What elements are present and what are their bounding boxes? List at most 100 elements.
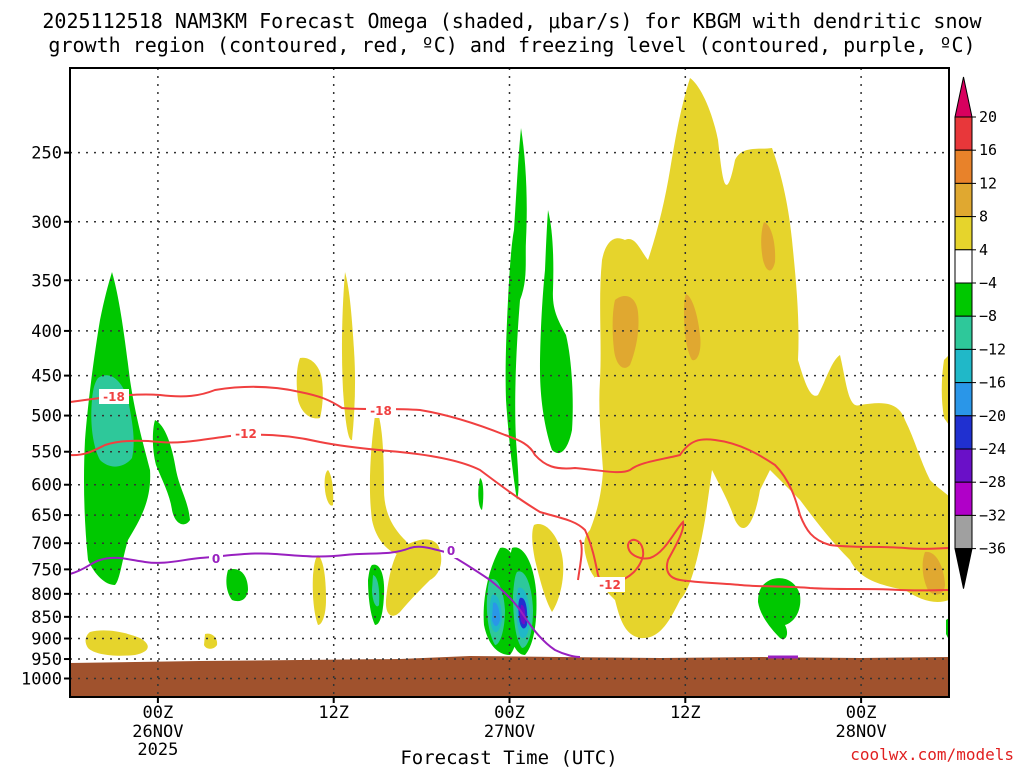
omega-region-negative — [478, 478, 484, 510]
colorbar-label: 16 — [979, 141, 997, 159]
grid — [70, 68, 949, 697]
contour-line-minus18 — [69, 385, 950, 550]
colorbar-label: 12 — [979, 174, 997, 192]
y-tick-label: 800 — [31, 585, 62, 605]
contour-label: -18 — [370, 404, 392, 418]
omega-region-positive — [85, 630, 148, 656]
x-tick-label: 00Z — [143, 703, 174, 723]
colorbar-swatch — [954, 382, 973, 417]
omega-region-negative — [505, 128, 527, 500]
colorbar-swatch — [954, 348, 973, 384]
omega-region-positive — [941, 355, 949, 425]
omega-region-negative — [758, 578, 801, 640]
colorbar-label: 4 — [979, 241, 988, 259]
x-tick-date: 26NOV — [132, 722, 183, 742]
omega-region-strong-negative — [372, 575, 380, 607]
contour-label-bg — [231, 426, 261, 441]
contour-label: -18 — [103, 390, 125, 404]
contour-label-bg — [366, 403, 396, 418]
contour-label-bg — [99, 389, 129, 404]
omega-region-negative — [540, 210, 573, 454]
x-tick-date: 28NOV — [836, 722, 887, 742]
y-tick-label: 300 — [31, 213, 62, 233]
omega-region-strong-negative — [492, 602, 500, 626]
x-tick-label: 00Z — [494, 703, 525, 723]
colorbar-label: −16 — [979, 374, 1006, 392]
colorbar-label: −24 — [979, 440, 1006, 458]
colorbar: 20 16 12 8 4 −4 −8 −12 −16 −20 −24 −28 −32 −36 — [954, 76, 1006, 589]
colorbar-swatch — [954, 514, 973, 550]
omega-region-strong — [684, 294, 701, 361]
colorbar-swatch — [954, 182, 973, 218]
colorbar-swatch — [954, 415, 973, 450]
colorbar-label: 8 — [979, 208, 988, 226]
y-tick-label: 950 — [31, 650, 62, 670]
y-tick-label: 850 — [31, 608, 62, 628]
contour-label: -12 — [235, 427, 257, 441]
contour-label-bg — [595, 577, 625, 592]
omega-region-positive — [341, 272, 356, 441]
omega-region-positive — [369, 408, 410, 555]
colorbar-arrow-bottom — [954, 548, 973, 589]
colorbar-label: −4 — [979, 274, 997, 292]
colorbar-swatch — [954, 481, 973, 516]
colorbar-label: −28 — [979, 473, 1006, 491]
omega-region-positive — [324, 470, 334, 506]
colorbar-label: −12 — [979, 340, 1006, 358]
y-tick-label: 400 — [31, 322, 62, 342]
y-tick-label: 1000 — [21, 669, 62, 689]
y-tick-label: 500 — [31, 407, 62, 427]
x-axis-label: Forecast Time (UTC) — [400, 747, 617, 768]
x-tick-label: 00Z — [846, 703, 877, 723]
colorbar-label: −20 — [979, 407, 1006, 425]
y-tick-label: 250 — [31, 144, 62, 164]
colorbar-swatch — [954, 315, 973, 350]
colorbar-swatch — [954, 116, 973, 151]
contour-label-bg — [209, 551, 223, 566]
colorbar-arrow-top — [954, 76, 973, 118]
chart-title-line1: 2025112518 NAM3KM Forecast Omega (shaded… — [42, 9, 982, 33]
y-axis: 2503003504004505005506006507007508008509… — [21, 144, 70, 689]
omega-region-strong — [612, 296, 639, 368]
y-tick-label: 750 — [31, 560, 62, 580]
contour-label: -12 — [599, 578, 621, 592]
contour-line-minus12-lower — [577, 539, 583, 581]
x-tick-label: 12Z — [670, 703, 701, 723]
contour-label: 0 — [212, 552, 220, 566]
omega-region-negative — [152, 420, 190, 525]
x-tick-label: 12Z — [318, 703, 349, 723]
x-tick-year: 2025 — [137, 740, 178, 760]
colorbar-label: −36 — [979, 540, 1006, 558]
colorbar-swatch — [954, 249, 973, 284]
colorbar-label: −32 — [979, 506, 1006, 524]
omega-region-positive — [204, 633, 218, 649]
y-tick-label: 450 — [31, 367, 62, 387]
contour-label: 0 — [447, 544, 455, 558]
omega-region-negative — [226, 569, 248, 602]
contour-labels: -18 -18 -12 -12 0 0 — [99, 389, 625, 592]
credit-text: coolwx.com/models — [850, 745, 1014, 764]
omega-region-strong — [922, 551, 945, 595]
freezing-level-contour — [69, 545, 581, 658]
omega-region-positive — [584, 78, 949, 639]
y-tick-label: 650 — [31, 506, 62, 526]
colorbar-swatch — [954, 216, 973, 251]
y-tick-label: 900 — [31, 630, 62, 650]
omega-region-strong — [761, 222, 776, 271]
chart-title-line2: growth region (contoured, red, ºC) and f… — [48, 33, 975, 57]
contour-label-bg — [444, 543, 458, 558]
colorbar-swatch — [954, 448, 973, 483]
omega-region-positive — [385, 539, 442, 616]
colorbar-swatch — [954, 149, 973, 184]
y-tick-label: 600 — [31, 476, 62, 496]
omega-shading — [84, 78, 949, 656]
colorbar-label: 20 — [979, 108, 997, 126]
colorbar-swatch — [954, 282, 973, 317]
colorbar-label: −8 — [979, 307, 997, 325]
y-tick-label: 700 — [31, 534, 62, 554]
x-tick-date: 27NOV — [484, 722, 535, 742]
omega-region-positive — [532, 524, 564, 612]
y-tick-label: 550 — [31, 443, 62, 463]
